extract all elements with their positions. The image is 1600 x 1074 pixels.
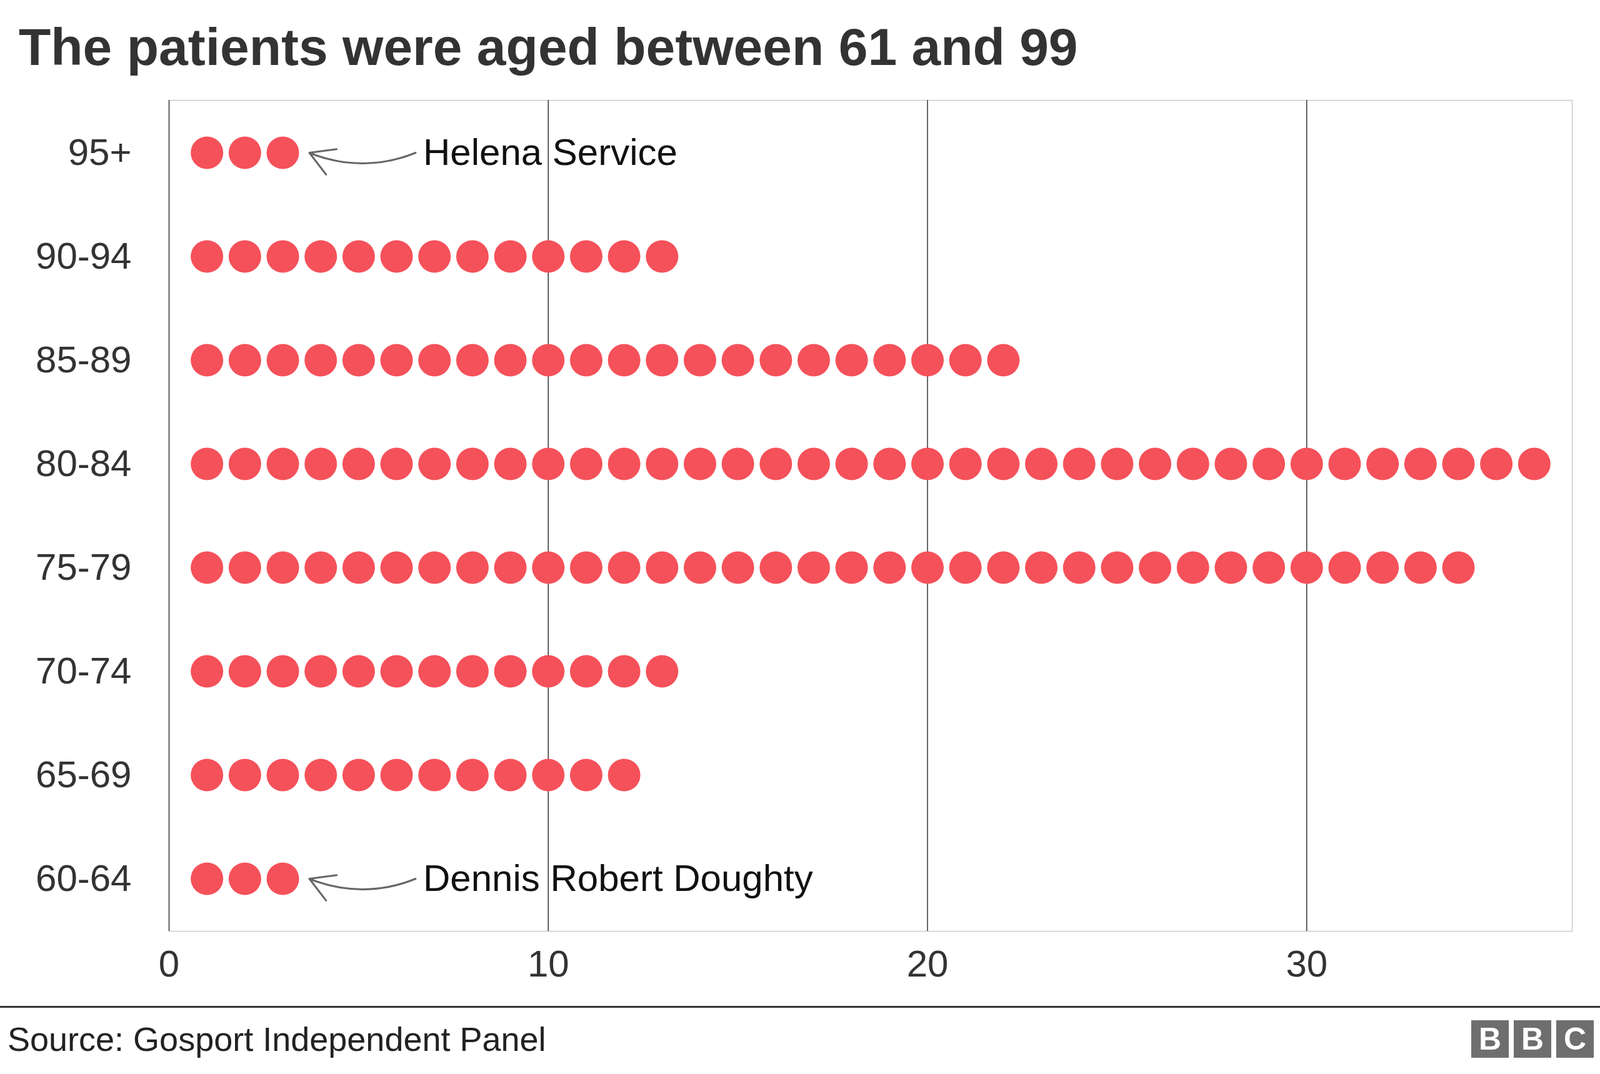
svg-text:30: 30 — [1285, 943, 1328, 985]
html-text:C: C — [1563, 1021, 1587, 1057]
html-text:Source: Gosport Independent Pa: Source: Gosport Independent Panel — [7, 1020, 546, 1059]
html-text:B: B — [1478, 1021, 1502, 1057]
svg-text:85-89: 85-89 — [35, 338, 132, 381]
html-text:The patients were aged between: The patients were aged between 61 and 99 — [18, 17, 1078, 77]
svg-text:75-79: 75-79 — [35, 546, 132, 589]
svg-text:80-84: 80-84 — [35, 442, 132, 485]
svg-text:Helena Service: Helena Service — [423, 131, 678, 174]
html-text:B: B — [1521, 1021, 1544, 1057]
svg-text:70-74: 70-74 — [35, 650, 132, 692]
svg-text:90-94: 90-94 — [35, 235, 132, 277]
svg-text:Dennis Robert Doughty: Dennis Robert Doughty — [423, 857, 814, 900]
svg-text:0: 0 — [158, 943, 180, 985]
svg-text:10: 10 — [527, 943, 570, 985]
svg-text:60-64: 60-64 — [35, 857, 132, 900]
svg-text:95+: 95+ — [68, 131, 132, 174]
svg-text:20: 20 — [906, 943, 949, 985]
svg-text:65-69: 65-69 — [35, 753, 132, 796]
